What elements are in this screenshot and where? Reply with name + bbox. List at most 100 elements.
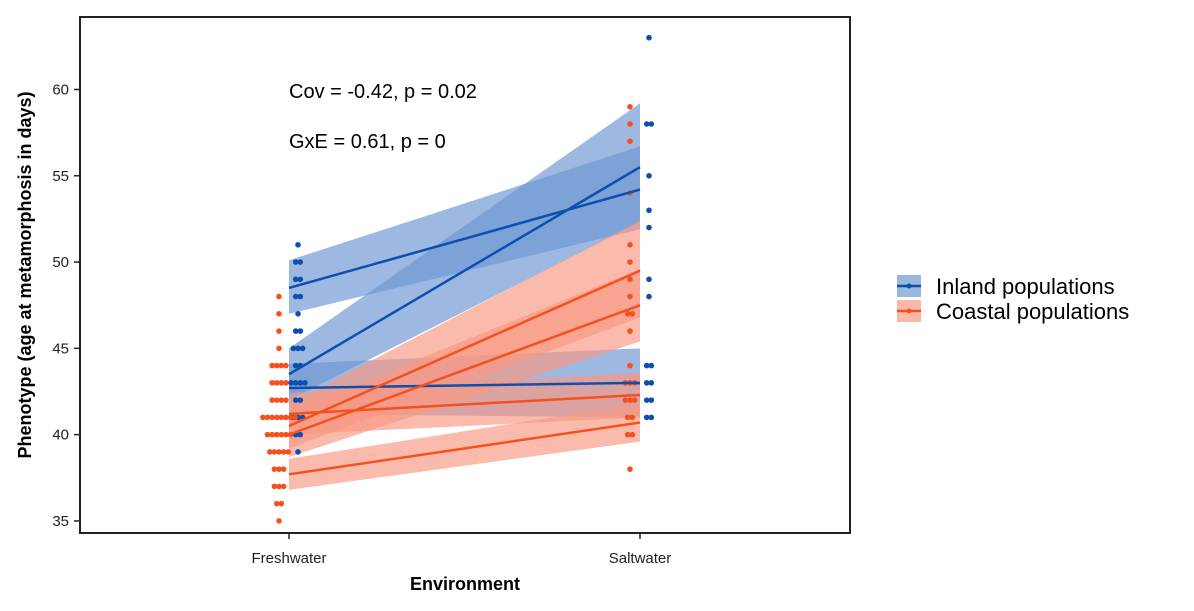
data-point <box>269 431 275 438</box>
data-point <box>271 466 278 472</box>
plot-frame <box>79 16 851 534</box>
data-point <box>627 276 633 283</box>
data-point <box>276 328 282 334</box>
data-point <box>278 397 285 403</box>
data-point <box>276 466 282 472</box>
data-point <box>292 276 299 283</box>
data-point <box>646 293 652 300</box>
data-point <box>283 397 289 403</box>
data-point <box>643 397 650 403</box>
x-axis-title: Environment <box>410 574 520 594</box>
data-point <box>295 311 301 317</box>
data-point <box>288 380 294 386</box>
data-point <box>627 362 633 369</box>
legend-key-inland-dot <box>906 283 912 289</box>
data-point <box>273 500 280 507</box>
data-point <box>297 276 304 283</box>
data-point <box>648 397 655 403</box>
data-point <box>269 362 275 369</box>
data-point <box>271 483 278 490</box>
data-point <box>290 345 297 352</box>
data-point <box>648 414 655 421</box>
data-point <box>627 241 633 248</box>
data-point <box>273 380 280 386</box>
series-line <box>288 421 641 476</box>
confidence-band <box>289 103 640 401</box>
legend-key-coastal-dot <box>906 308 912 314</box>
data-point <box>629 431 636 438</box>
data-point <box>627 293 633 300</box>
data-point <box>648 121 655 127</box>
data-point <box>297 380 304 386</box>
data-point <box>646 224 652 231</box>
data-point <box>648 380 655 386</box>
data-point <box>627 138 633 145</box>
data-point <box>292 362 299 369</box>
data-point <box>283 431 289 438</box>
data-point <box>624 311 631 317</box>
data-point <box>280 483 287 490</box>
data-point <box>292 414 298 421</box>
x-tick-label: Freshwater <box>251 550 326 567</box>
data-point <box>260 414 266 421</box>
data-point <box>627 121 633 127</box>
data-point <box>295 241 301 248</box>
data-point <box>285 449 292 455</box>
data-point <box>629 414 636 421</box>
y-tick-label: 45 <box>52 340 69 357</box>
legend-label-inland: Inland populations <box>936 274 1115 299</box>
data-point <box>273 362 280 369</box>
data-point <box>267 449 273 455</box>
data-point <box>283 380 289 386</box>
data-point <box>287 414 294 421</box>
series-line <box>288 166 641 376</box>
data-point <box>646 172 652 179</box>
series-line <box>288 188 641 290</box>
confidence-band <box>289 403 640 490</box>
series-line <box>288 269 641 428</box>
data-point <box>624 431 631 438</box>
data-point <box>624 414 631 421</box>
data-point <box>292 259 299 265</box>
data-point <box>278 500 285 507</box>
data-point <box>627 466 633 472</box>
y-tick-label: 35 <box>52 513 69 530</box>
data-point <box>273 431 280 438</box>
data-point <box>283 414 289 421</box>
data-point <box>295 345 301 352</box>
data-point <box>297 397 304 403</box>
data-point <box>643 362 650 369</box>
legend-label-coastal: Coastal populations <box>936 299 1129 324</box>
series-line <box>288 381 641 390</box>
data-point <box>292 397 299 403</box>
data-point <box>648 362 655 369</box>
data-point <box>269 414 275 421</box>
data-point <box>278 414 285 421</box>
data-point <box>646 276 652 283</box>
data-point <box>627 103 633 110</box>
data-point <box>283 362 289 369</box>
data-point <box>302 380 308 386</box>
confidence-bands <box>289 103 640 490</box>
series-line <box>288 393 641 416</box>
data-point <box>276 449 282 455</box>
data-point <box>278 431 285 438</box>
data-point <box>297 328 304 334</box>
data-point <box>627 328 633 334</box>
trend-lines <box>288 166 641 476</box>
y-tick-label: 55 <box>52 168 69 185</box>
data-point <box>276 345 282 352</box>
y-tick-label: 60 <box>52 81 69 98</box>
data-point <box>297 293 304 300</box>
annotation-cov: Cov = -0.42, p = 0.02 <box>289 81 477 103</box>
data-point <box>278 380 285 386</box>
data-point <box>627 397 633 403</box>
data-point <box>273 397 280 403</box>
data-point <box>643 121 650 127</box>
data-point <box>276 311 282 317</box>
data-point <box>269 397 275 403</box>
data-point <box>276 518 282 524</box>
legend: Inland populations Coastal populations <box>897 274 1129 324</box>
data-point <box>276 293 282 300</box>
